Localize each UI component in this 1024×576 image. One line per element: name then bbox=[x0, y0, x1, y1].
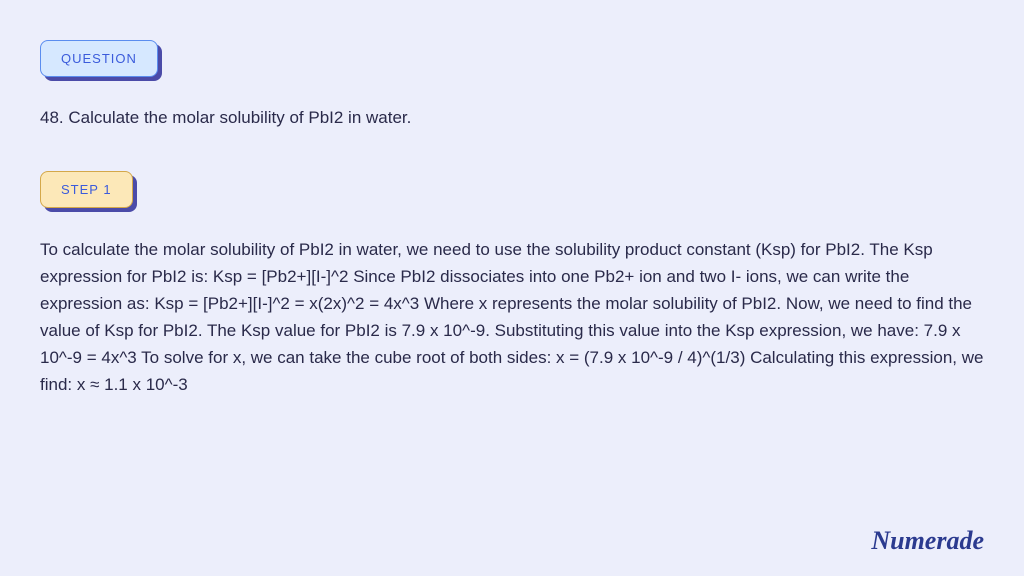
brand-logo: Numerade bbox=[871, 526, 984, 556]
question-badge: QUESTION bbox=[40, 40, 158, 77]
question-text: 48. Calculate the molar solubility of Pb… bbox=[40, 105, 984, 131]
step-badge-label: STEP 1 bbox=[61, 182, 112, 197]
step-section: STEP 1 To calculate the molar solubility… bbox=[40, 171, 984, 399]
step-badge: STEP 1 bbox=[40, 171, 133, 208]
question-section: QUESTION 48. Calculate the molar solubil… bbox=[40, 40, 984, 131]
step-text: To calculate the molar solubility of PbI… bbox=[40, 236, 984, 399]
question-badge-label: QUESTION bbox=[61, 51, 137, 66]
